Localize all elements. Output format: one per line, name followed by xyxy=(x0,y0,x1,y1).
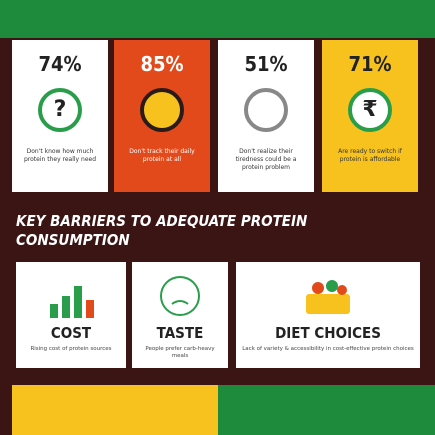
stat-card: 74% ? Don't know how much protein they r… xyxy=(12,40,108,192)
stat-text: Don't realize their tiredness could be a… xyxy=(235,148,297,171)
barrier-card: COST Rising cost of protein sources xyxy=(16,262,126,368)
barrier-text: Rising cost of protein sources xyxy=(30,346,112,352)
barrier-text: People prefer carb-heavy meals xyxy=(145,346,215,359)
barrier-card: DIET CHOICES Lack of variety & accessibi… xyxy=(236,262,420,368)
stat-icon xyxy=(244,88,288,132)
stat-text: Don't know how much protein they really … xyxy=(23,148,97,163)
header-band xyxy=(0,0,435,38)
stat-value: 71% xyxy=(348,52,392,76)
stat-value: 74% xyxy=(38,52,82,76)
stat-icon: ₹ xyxy=(348,88,392,132)
stat-card: 71% ₹ Are ready to switch if protein is … xyxy=(322,40,418,192)
section-title: KEY BARRIERS TO ADEQUATE PROTEIN CONSUMP… xyxy=(16,212,308,249)
stat-icon: ? xyxy=(38,88,82,132)
bar-icon xyxy=(50,286,94,318)
stat-value: 85% xyxy=(140,52,184,76)
stat-icon xyxy=(140,88,184,132)
barrier-text: Lack of variety & accessibility in cost-… xyxy=(242,346,414,352)
face-icon xyxy=(160,276,200,316)
barrier-label: DIET CHOICES xyxy=(275,324,381,342)
basket-icon xyxy=(306,280,350,314)
stat-text: Are ready to switch if protein is afford… xyxy=(338,148,402,163)
barrier-label: TASTE xyxy=(156,324,204,342)
stat-value: 51% xyxy=(244,52,288,76)
footer-green xyxy=(218,385,435,435)
barrier-card: TASTE People prefer carb-heavy meals xyxy=(132,262,228,368)
stat-card: 85% Don't track their daily protein at a… xyxy=(114,40,210,192)
stat-card: 51% Don't realize their tiredness could … xyxy=(218,40,314,192)
footer-yellow xyxy=(12,385,218,435)
stat-text: Don't track their daily protein at all xyxy=(129,148,195,163)
barrier-label: COST xyxy=(50,324,92,342)
